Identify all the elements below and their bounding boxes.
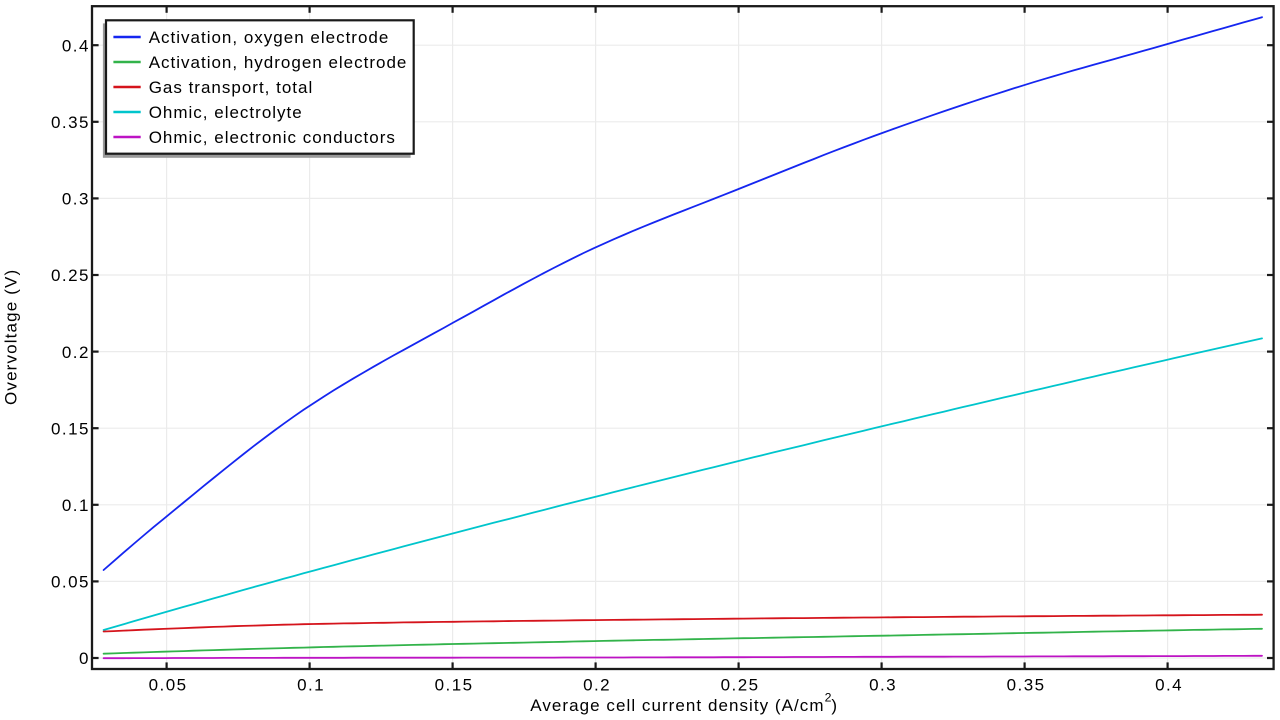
svg-text:0.3: 0.3 bbox=[869, 676, 897, 695]
svg-text:Overvoltage (V): Overvoltage (V) bbox=[1, 269, 20, 405]
svg-text:0.4: 0.4 bbox=[62, 36, 90, 55]
svg-text:0.05: 0.05 bbox=[51, 573, 90, 592]
svg-text:0.25: 0.25 bbox=[721, 676, 760, 695]
svg-text:0.1: 0.1 bbox=[62, 496, 90, 515]
svg-text:0: 0 bbox=[79, 649, 90, 668]
svg-text:0.3: 0.3 bbox=[62, 190, 90, 209]
svg-text:0.2: 0.2 bbox=[583, 676, 611, 695]
svg-text:0.1: 0.1 bbox=[297, 676, 325, 695]
svg-text:Ohmic, electronic conductors: Ohmic, electronic conductors bbox=[149, 128, 396, 147]
svg-text:0.35: 0.35 bbox=[1007, 676, 1046, 695]
svg-text:0.4: 0.4 bbox=[1155, 676, 1183, 695]
svg-text:0.2: 0.2 bbox=[62, 343, 90, 362]
svg-text:0.15: 0.15 bbox=[435, 676, 474, 695]
svg-text:0.25: 0.25 bbox=[51, 266, 90, 285]
svg-text:0.05: 0.05 bbox=[149, 676, 188, 695]
svg-text:Gas transport, total: Gas transport, total bbox=[149, 78, 314, 97]
svg-text:0.35: 0.35 bbox=[51, 113, 90, 132]
svg-text:Ohmic, electrolyte: Ohmic, electrolyte bbox=[149, 103, 303, 122]
svg-text:Activation, hydrogen electrode: Activation, hydrogen electrode bbox=[149, 53, 408, 72]
svg-text:0.15: 0.15 bbox=[51, 419, 90, 438]
svg-text:Activation, oxygen electrode: Activation, oxygen electrode bbox=[149, 28, 390, 47]
